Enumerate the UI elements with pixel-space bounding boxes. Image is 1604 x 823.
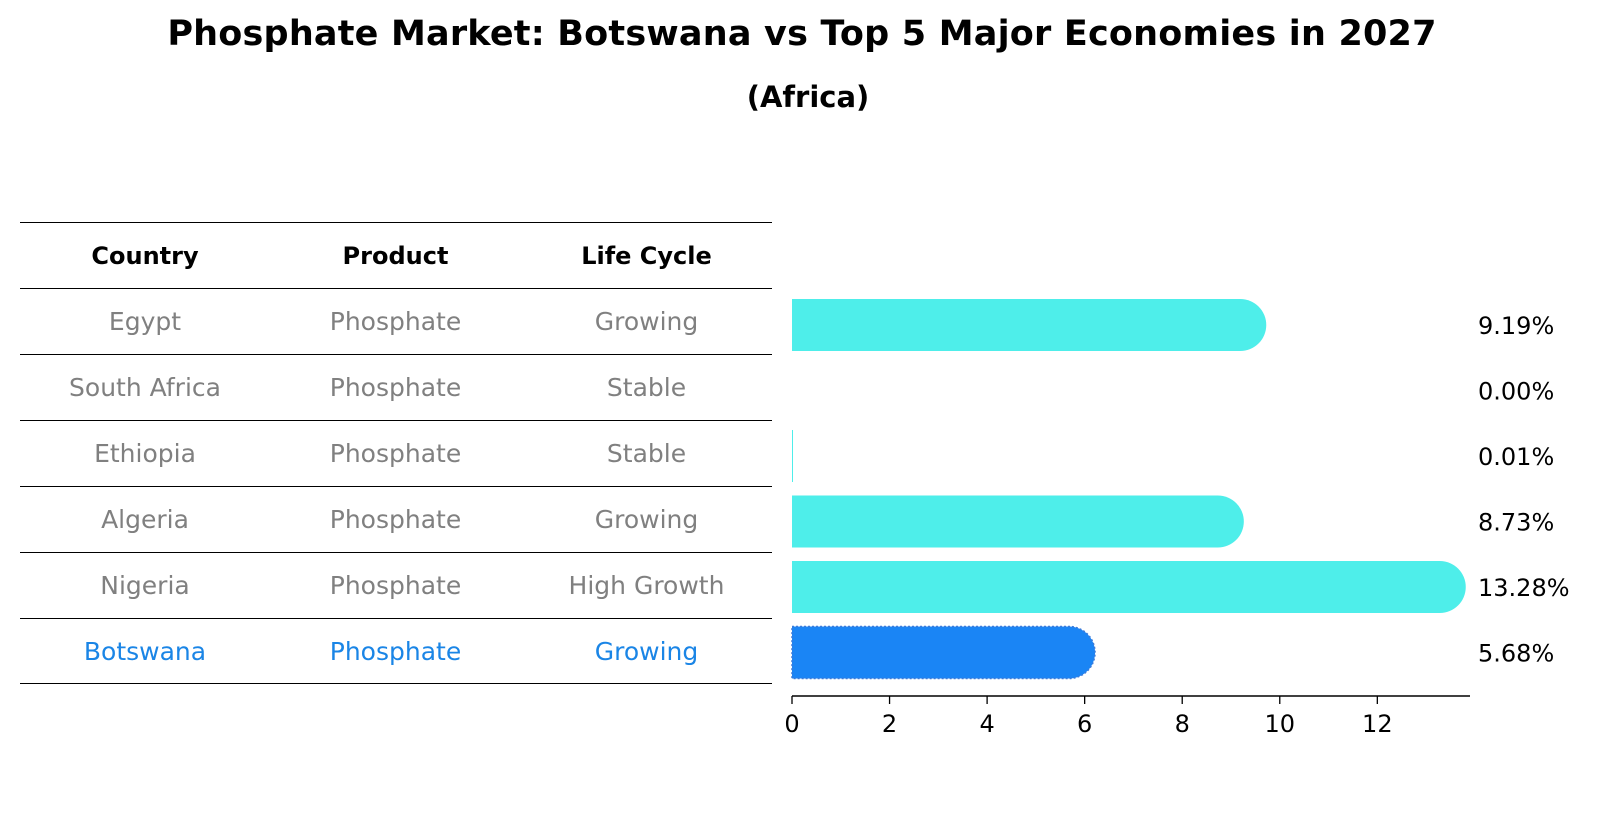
chart-title: Phosphate Market: Botswana vs Top 5 Majo… — [167, 14, 1437, 54]
column-header-life-cycle: Life Cycle — [581, 241, 712, 270]
bar-highlighted — [791, 625, 1096, 680]
bar — [792, 430, 793, 482]
table-row-highlighted: Botswana Phosphate Growing — [20, 618, 772, 684]
life-cycle-cell: Stable — [606, 439, 687, 468]
bar — [792, 561, 1466, 613]
country-cell: South Africa — [69, 373, 221, 402]
value-label: 0.00% — [1478, 378, 1554, 406]
table-row: Ethiopia Phosphate Stable — [20, 420, 772, 486]
country-cell: Egypt — [108, 307, 182, 336]
country-cell: Botswana — [83, 636, 207, 666]
life-cycle-cell: Growing — [594, 505, 699, 534]
data-table: Country Product Life Cycle Egypt Phospha… — [20, 222, 772, 684]
x-tick-label: 2 — [882, 710, 897, 738]
product-cell: Phosphate — [329, 505, 462, 534]
life-cycle-cell: Stable — [606, 373, 687, 402]
x-tick-label: 10 — [1264, 710, 1295, 738]
country-cell: Nigeria — [100, 571, 190, 600]
value-label: 5.68% — [1478, 640, 1554, 668]
product-cell: Phosphate — [329, 571, 462, 600]
life-cycle-cell: Growing — [594, 307, 699, 336]
chart-subtitle: (Africa) — [746, 80, 870, 114]
value-label: 0.01% — [1478, 443, 1554, 471]
life-cycle-cell: Growing — [594, 636, 699, 666]
value-label: 8.73% — [1478, 509, 1554, 537]
table-header-row: Country Product Life Cycle — [20, 222, 772, 288]
bar — [792, 495, 1244, 548]
product-cell: Phosphate — [329, 373, 462, 402]
x-tick-label: 8 — [1175, 710, 1190, 738]
value-label: 9.19% — [1478, 312, 1554, 340]
table-row: Nigeria Phosphate High Growth — [20, 552, 772, 618]
life-cycle-cell: High Growth — [568, 571, 725, 600]
country-cell: Algeria — [101, 505, 189, 534]
bar — [792, 299, 1267, 351]
column-header-product: Product — [342, 241, 449, 270]
value-label: 13.28% — [1478, 574, 1570, 602]
x-tick-label: 0 — [784, 710, 799, 738]
table-row: South Africa Phosphate Stable — [20, 354, 772, 420]
table-row: Algeria Phosphate Growing — [20, 486, 772, 552]
product-cell: Phosphate — [329, 636, 462, 666]
x-tick-label: 4 — [979, 710, 994, 738]
product-cell: Phosphate — [329, 439, 462, 468]
column-header-country: Country — [91, 241, 199, 270]
x-tick-label: 12 — [1362, 710, 1393, 738]
x-tick-label: 6 — [1077, 710, 1092, 738]
country-cell: Ethiopia — [94, 439, 196, 468]
product-cell: Phosphate — [329, 307, 462, 336]
table-row: Egypt Phosphate Growing — [20, 288, 772, 354]
